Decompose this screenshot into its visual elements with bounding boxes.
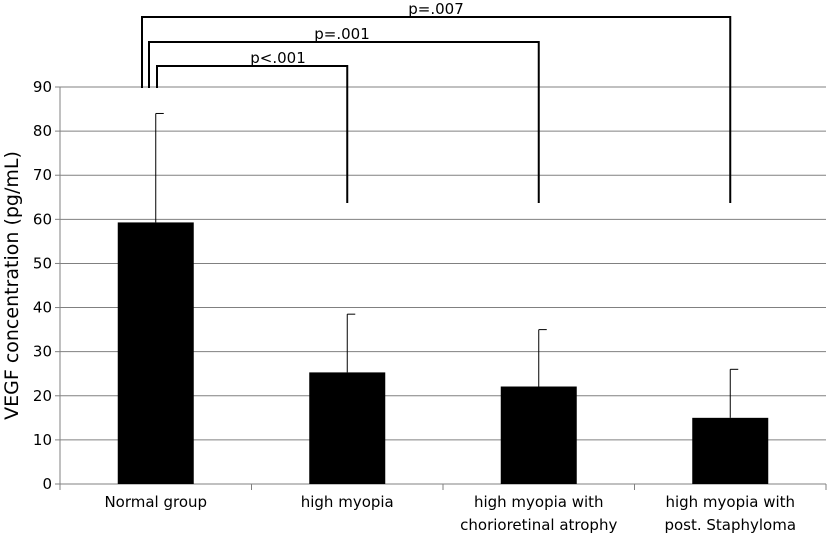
y-axis-title: VEGF concentration (pg/mL)	[1, 151, 23, 420]
y-tick-label: 0	[42, 475, 52, 493]
significance-bracket	[156, 65, 349, 203]
bar	[500, 386, 577, 484]
x-category-label: chorioretinal atrophy	[460, 516, 617, 534]
y-tick-label: 60	[33, 210, 52, 228]
y-tick-label: 80	[33, 122, 52, 140]
y-tick-label: 50	[33, 254, 52, 272]
significance-bracket	[141, 16, 732, 203]
significance-bracket	[148, 41, 540, 203]
x-category-label: high myopia with	[665, 493, 795, 511]
p-value-label: p=.007	[408, 0, 464, 18]
y-tick-label: 70	[33, 166, 52, 184]
x-category-label: high myopia	[301, 493, 394, 511]
category-labels: Normal group high myopia high myopia with c…	[104, 493, 796, 534]
y-tick-label: 20	[33, 387, 52, 405]
y-tick-label: 90	[33, 78, 52, 96]
bar	[309, 372, 386, 484]
x-category-label: high myopia with	[474, 493, 604, 511]
x-category-label: Normal group	[104, 493, 207, 511]
y-tick-label: 40	[33, 299, 52, 317]
significance-brackets: p<.001 p=.001 p=.007	[141, 0, 732, 203]
y-tick-label: 10	[33, 431, 52, 449]
x-category-label: post. Staphyloma	[664, 516, 796, 534]
bar	[692, 417, 769, 484]
error-bars	[155, 112, 739, 418]
tick-labels: 0 10 20 30 40 50 60 70 80 90	[33, 78, 52, 493]
bars	[117, 222, 769, 484]
y-tick-label: 30	[33, 343, 52, 361]
p-value-label: p<.001	[250, 49, 306, 67]
bar	[117, 222, 194, 484]
p-value-label: p=.001	[314, 25, 370, 43]
